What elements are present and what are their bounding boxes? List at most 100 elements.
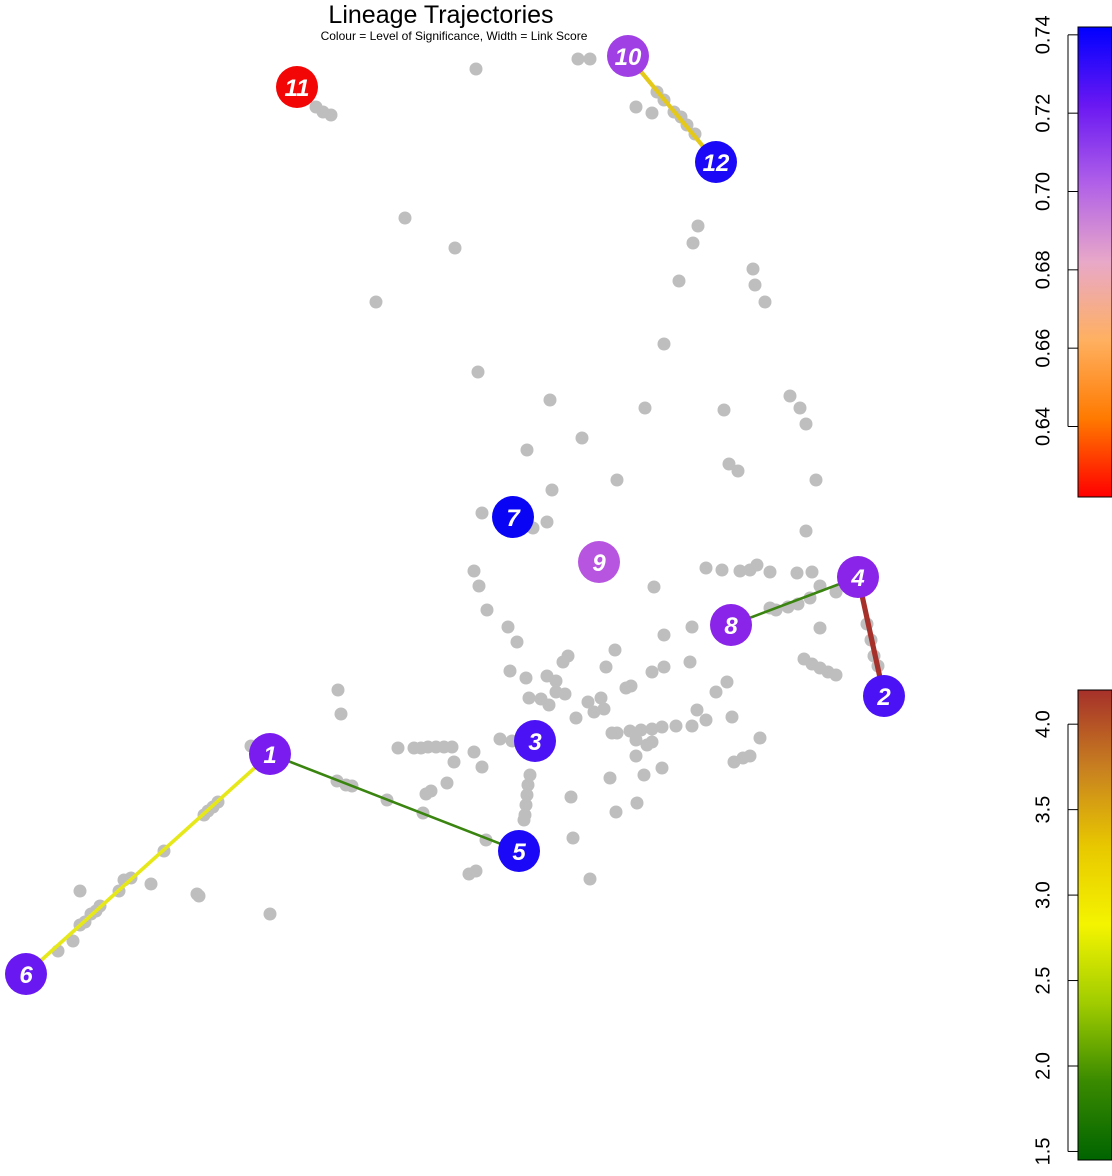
background-point (634, 723, 648, 737)
cluster-node-label: 5 (512, 839, 526, 866)
background-point (809, 473, 823, 487)
background-point (657, 337, 671, 351)
background-point (813, 621, 827, 635)
background-point (793, 401, 807, 415)
background-point (575, 431, 589, 445)
colorbar-tick-label: 4.0 (1032, 710, 1054, 738)
background-point (727, 755, 741, 769)
background-point (583, 872, 597, 886)
cluster-node: 2 (863, 675, 905, 717)
background-point (758, 295, 772, 309)
cluster-node-circle (837, 556, 879, 598)
background-point (447, 755, 461, 769)
background-point (469, 864, 483, 878)
background-point (540, 515, 554, 529)
background-point (599, 660, 613, 674)
background-point (467, 564, 481, 578)
colorbar-tick-label: 2.0 (1032, 1052, 1054, 1080)
background-point (543, 393, 557, 407)
trajectory-link (730, 575, 859, 627)
background-point (519, 671, 533, 685)
colorbar-tick-label: 3.5 (1032, 796, 1054, 824)
background-point (722, 457, 736, 471)
background-point (629, 733, 643, 747)
background-point (398, 211, 412, 225)
background-point (564, 790, 578, 804)
background-point (746, 262, 760, 276)
colorbars: 0.64 0.66 0.68 0.70 0.72 0.74 1.5 2.0 2.5 3.0 3.5 4… (1032, 15, 1112, 1165)
background-point (73, 884, 87, 898)
background-points (51, 52, 885, 958)
cluster-node-circle (492, 496, 534, 538)
background-point (471, 365, 485, 379)
background-point (699, 713, 713, 727)
colorbar-tick-label: 0.72 (1032, 94, 1054, 133)
cluster-node: 7 (492, 496, 534, 538)
background-point (645, 665, 659, 679)
background-point (480, 603, 494, 617)
cluster-node-label: 1 (263, 742, 276, 769)
background-point (520, 443, 534, 457)
background-point (583, 52, 597, 66)
chart-subtitle: Colour = Level of Significance, Width = … (321, 29, 588, 43)
cluster-node-circle (710, 604, 752, 646)
colorbar-tick-label: 0.64 (1032, 407, 1054, 446)
background-point (571, 52, 585, 66)
background-point (645, 722, 659, 736)
background-point (448, 241, 462, 255)
background-point (517, 813, 531, 827)
background-point (691, 219, 705, 233)
background-point (829, 585, 843, 599)
background-point (645, 106, 659, 120)
background-point (331, 683, 345, 697)
cluster-node-label: 11 (285, 75, 310, 102)
background-point (709, 685, 723, 699)
background-point (263, 907, 277, 921)
background-point (597, 702, 611, 716)
background-point (475, 506, 489, 520)
background-point (561, 649, 575, 663)
colorbar-tick-label: 1.5 (1032, 1138, 1054, 1166)
cluster-node-circle (498, 830, 540, 872)
background-point (799, 417, 813, 431)
chart-title: Lineage Trajectories (328, 1, 553, 29)
cluster-node: 9 (578, 541, 620, 583)
background-point (683, 655, 697, 669)
background-point (324, 108, 338, 122)
background-point (799, 524, 813, 538)
background-point (542, 698, 556, 712)
background-point (763, 565, 777, 579)
background-point (783, 389, 797, 403)
cluster-node: 11 (276, 66, 318, 108)
background-point (469, 62, 483, 76)
cluster-node-label: 3 (528, 729, 542, 756)
colorbar-tick-label: 3.0 (1032, 881, 1054, 909)
background-point (655, 761, 669, 775)
background-point (805, 565, 819, 579)
background-point (669, 719, 683, 733)
background-point (657, 660, 671, 674)
background-point (748, 278, 762, 292)
background-point (647, 580, 661, 594)
cluster-node-circle (578, 541, 620, 583)
background-point (715, 563, 729, 577)
background-point (609, 805, 623, 819)
background-point (587, 705, 601, 719)
background-point (685, 620, 699, 634)
background-point (629, 749, 643, 763)
cluster-node-label: 8 (724, 613, 738, 640)
trajectory-link (24, 752, 272, 976)
background-point (608, 643, 622, 657)
background-point (510, 635, 524, 649)
background-point (731, 464, 745, 478)
cluster-node: 3 (514, 720, 556, 762)
cluster-node-label: 2 (876, 684, 891, 711)
background-point (753, 731, 767, 745)
colorbar: 1.5 2.0 2.5 3.0 3.5 4.0 (1032, 689, 1112, 1166)
background-point (720, 675, 734, 689)
background-point (630, 796, 644, 810)
background-point (522, 691, 536, 705)
